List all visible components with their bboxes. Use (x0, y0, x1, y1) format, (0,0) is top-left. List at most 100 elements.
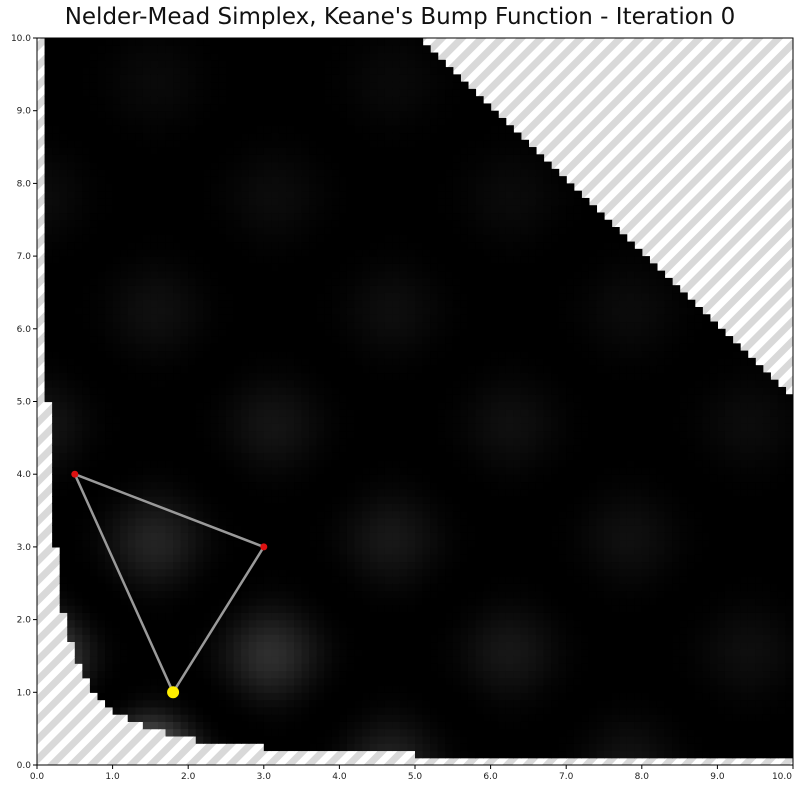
heatmap-cell (112, 270, 121, 279)
heatmap-cell (331, 590, 340, 599)
heatmap-cell (135, 357, 144, 366)
heatmap-cell (309, 379, 318, 388)
heatmap-cell (430, 314, 439, 323)
heatmap-cell (127, 452, 136, 461)
heatmap-cell (210, 430, 220, 439)
heatmap-cell (437, 503, 446, 512)
heatmap-cell (399, 706, 409, 715)
heatmap-cell (339, 692, 348, 701)
heatmap-cell (135, 125, 144, 134)
heatmap-cell (286, 234, 295, 243)
heatmap-cell (377, 619, 386, 628)
heatmap-cell (377, 168, 386, 177)
heatmap-cell (369, 168, 378, 177)
heatmap-cell (165, 147, 174, 155)
heatmap-cell (210, 292, 220, 301)
heatmap-cell (44, 263, 53, 272)
heatmap-cell (399, 510, 409, 519)
heatmap-cell (195, 263, 204, 272)
heatmap-cell (74, 314, 83, 323)
heatmap-cell (82, 277, 91, 286)
heatmap-cell (97, 52, 106, 61)
heatmap-cell (316, 634, 325, 643)
heatmap-cell (422, 445, 431, 453)
heatmap-cell (407, 219, 416, 228)
heatmap-cell (165, 714, 174, 722)
heatmap-cell (165, 321, 174, 330)
heatmap-cell (415, 256, 424, 264)
heatmap-cell (89, 74, 99, 83)
heatmap-cell (384, 299, 393, 308)
heatmap-cell (82, 147, 91, 155)
heatmap-cell (286, 532, 295, 541)
heatmap-cell (309, 154, 318, 163)
heatmap-cell (294, 350, 303, 359)
heatmap-cell (399, 161, 409, 170)
heatmap-cell (74, 408, 83, 417)
heatmap-cell (120, 401, 129, 410)
heatmap-cell (165, 532, 174, 541)
heatmap-cell (157, 721, 167, 730)
heatmap-cell (173, 634, 182, 643)
heatmap-cell (173, 517, 182, 526)
heatmap-cell (294, 466, 303, 475)
heatmap-cell (362, 692, 371, 701)
heatmap-cell (112, 96, 121, 105)
heatmap-cell (309, 474, 318, 483)
heatmap-cell (324, 466, 333, 475)
heatmap-cell (173, 227, 182, 235)
heatmap-cell (407, 452, 416, 461)
heatmap-cell (59, 139, 68, 148)
heatmap-cell (430, 612, 439, 621)
heatmap-cell (97, 212, 106, 221)
heatmap-cell (354, 670, 363, 679)
heatmap-cell (112, 430, 121, 439)
heatmap-cell (399, 401, 409, 410)
heatmap-cell (241, 67, 250, 75)
heatmap-cell (346, 445, 356, 453)
heatmap-cell (430, 52, 439, 61)
heatmap-cell (120, 634, 129, 643)
heatmap-cell (218, 430, 227, 439)
heatmap-cell (316, 430, 325, 439)
heatmap-cell (150, 59, 159, 68)
heatmap-cell (127, 575, 136, 584)
heatmap-cell (89, 52, 99, 61)
heatmap-cell (263, 81, 272, 90)
heatmap-cell (142, 321, 151, 330)
heatmap-cell (180, 466, 189, 475)
heatmap-cell (226, 394, 235, 403)
heatmap-cell (173, 488, 182, 497)
heatmap-cell (324, 706, 333, 715)
heatmap-cell (112, 168, 121, 177)
heatmap-cell (407, 728, 416, 737)
heatmap-cell (415, 285, 424, 294)
heatmap-cell (384, 605, 393, 613)
heatmap-cell (105, 234, 114, 243)
heatmap-cell (301, 357, 310, 366)
heatmap-cell (105, 626, 114, 635)
heatmap-cell (384, 445, 393, 453)
heatmap-cell (188, 663, 197, 672)
heatmap-cell (97, 81, 106, 90)
heatmap-cell (362, 277, 371, 286)
heatmap-cell (52, 154, 61, 163)
heatmap-cell (339, 605, 348, 613)
heatmap-cell (105, 452, 114, 461)
heatmap-cell (142, 212, 151, 221)
heatmap-cell (263, 597, 272, 606)
heatmap-cell (346, 197, 356, 206)
heatmap-cell (226, 605, 235, 613)
heatmap-cell (392, 270, 401, 279)
heatmap-cell (127, 147, 136, 155)
heatmap-cell (437, 176, 446, 184)
heatmap-cell (309, 575, 318, 584)
heatmap-cell (120, 227, 129, 235)
heatmap-cell (52, 190, 61, 199)
heatmap-cell (52, 161, 61, 170)
heatmap-cell (437, 459, 446, 468)
heatmap-cell (248, 328, 257, 337)
heatmap-cell (241, 270, 250, 279)
heatmap-cell (286, 365, 295, 374)
heatmap-cell (369, 590, 378, 599)
